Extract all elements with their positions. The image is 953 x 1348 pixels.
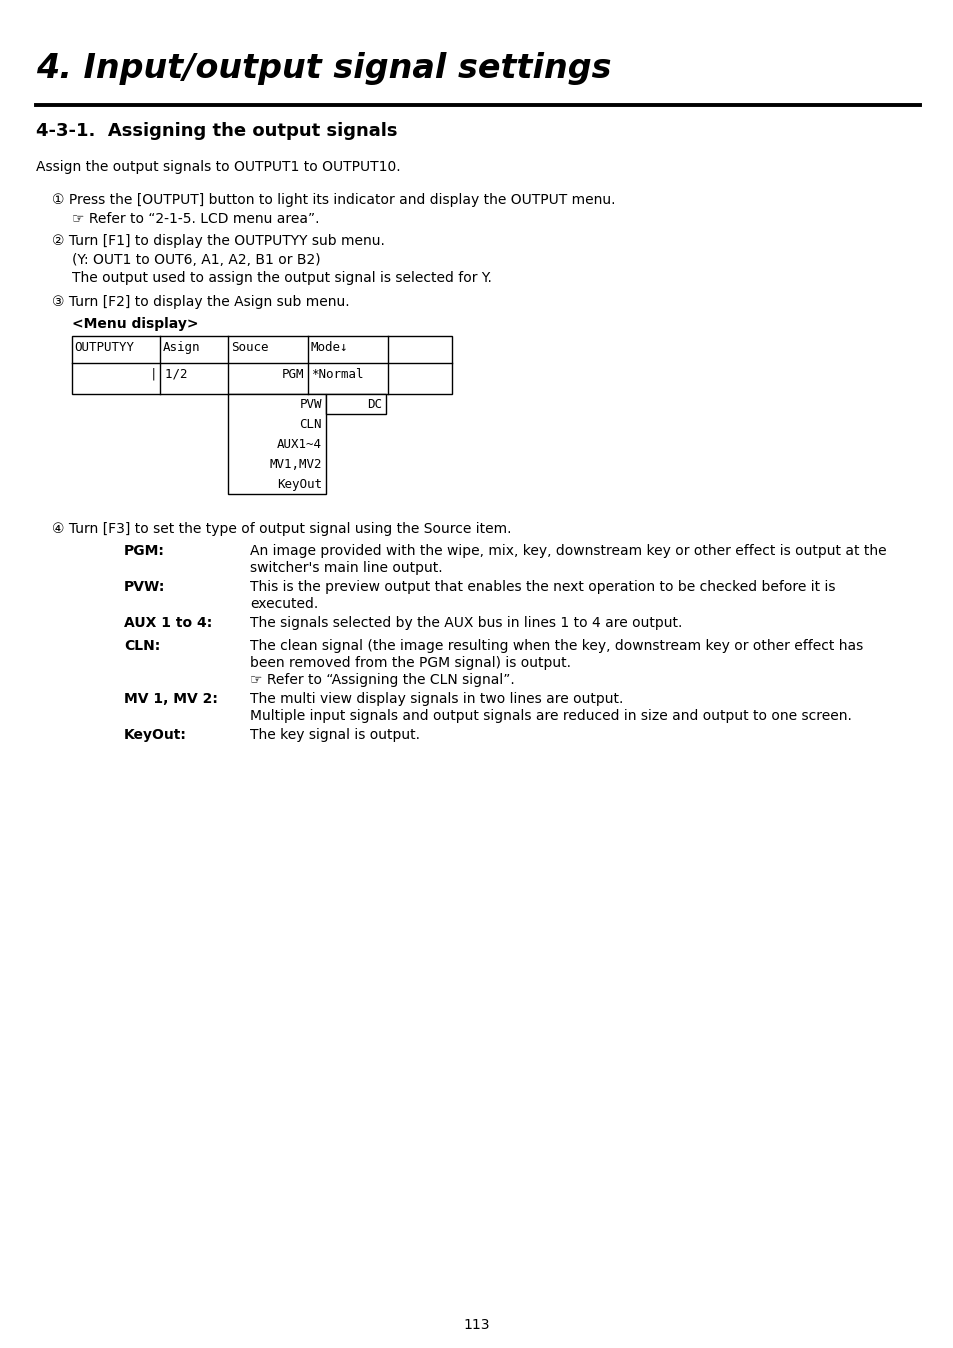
Text: 4-3-1.  Assigning the output signals: 4-3-1. Assigning the output signals [36,123,397,140]
Text: The multi view display signals in two lines are output.: The multi view display signals in two li… [250,692,622,706]
Text: CLN:: CLN: [124,639,160,652]
Text: <Menu display>: <Menu display> [71,317,198,332]
Bar [326,394,386,414]
Text: executed.: executed. [250,597,318,611]
Bar [228,394,326,493]
Text: Multiple input signals and output signals are reduced in size and output to one : Multiple input signals and output signal… [250,709,851,723]
Text: AUX 1 to 4:: AUX 1 to 4: [124,616,212,630]
Text: The key signal is output.: The key signal is output. [250,728,419,741]
Text: ☞ Refer to “2-1-5. LCD menu area”.: ☞ Refer to “2-1-5. LCD menu area”. [71,212,319,226]
Text: 113: 113 [463,1318,490,1332]
Text: DC: DC [367,398,381,411]
Text: MV 1, MV 2:: MV 1, MV 2: [124,692,217,706]
Text: The output used to assign the output signal is selected for Y.: The output used to assign the output sig… [71,271,492,284]
Text: ③ Turn [F2] to display the Asign sub menu.: ③ Turn [F2] to display the Asign sub men… [52,295,349,309]
Text: The signals selected by the AUX bus in lines 1 to 4 are output.: The signals selected by the AUX bus in l… [250,616,681,630]
Text: Souce: Souce [231,341,268,355]
Text: Assign the output signals to OUTPUT1 to OUTPUT10.: Assign the output signals to OUTPUT1 to … [36,160,400,174]
Text: switcher's main line output.: switcher's main line output. [250,561,442,576]
Text: ☞ Refer to “Assigning the CLN signal”.: ☞ Refer to “Assigning the CLN signal”. [250,673,515,687]
Text: ④ Turn [F3] to set the type of output signal using the Source item.: ④ Turn [F3] to set the type of output si… [52,522,511,537]
Text: PVW:: PVW: [124,580,165,594]
Text: PGM:: PGM: [124,545,165,558]
Text: KeyOut:: KeyOut: [124,728,187,741]
Text: PGM: PGM [281,368,304,381]
Text: ② Turn [F1] to display the OUTPUTYY sub menu.: ② Turn [F1] to display the OUTPUTYY sub … [52,235,384,248]
Text: 4. Input/output signal settings: 4. Input/output signal settings [36,53,611,85]
Text: MV1,MV2: MV1,MV2 [269,458,322,470]
Text: The clean signal (the image resulting when the key, downstream key or other effe: The clean signal (the image resulting wh… [250,639,862,652]
Bar [71,336,452,394]
Text: This is the preview output that enables the next operation to be checked before : This is the preview output that enables … [250,580,835,594]
Text: KeyOut: KeyOut [276,479,322,491]
Text: An image provided with the wipe, mix, key, downstream key or other effect is out: An image provided with the wipe, mix, ke… [250,545,885,558]
Text: | 1/2: | 1/2 [150,368,188,381]
Text: Asign: Asign [163,341,200,355]
Text: Mode↓: Mode↓ [311,341,348,355]
Text: been removed from the PGM signal) is output.: been removed from the PGM signal) is out… [250,656,571,670]
Text: PVW: PVW [299,398,322,411]
Text: *Normal: *Normal [311,368,363,381]
Text: OUTPUTYY: OUTPUTYY [74,341,133,355]
Text: AUX1~4: AUX1~4 [276,438,322,452]
Text: (Y: OUT1 to OUT6, A1, A2, B1 or B2): (Y: OUT1 to OUT6, A1, A2, B1 or B2) [71,253,320,267]
Text: CLN: CLN [299,418,322,431]
Text: ① Press the [OUTPUT] button to light its indicator and display the OUTPUT menu.: ① Press the [OUTPUT] button to light its… [52,193,615,208]
